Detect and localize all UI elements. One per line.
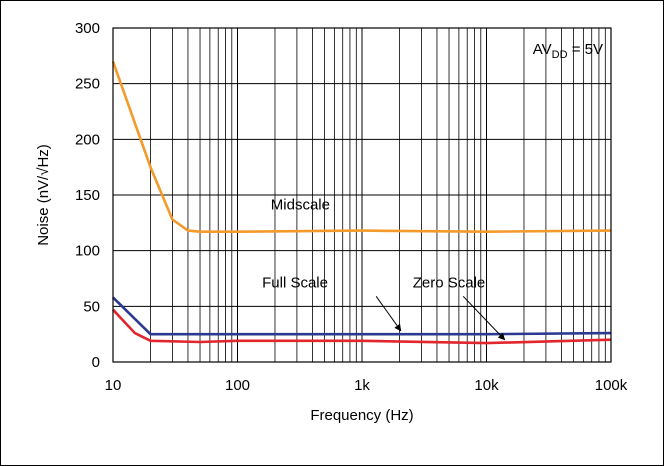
arrow-full-scale bbox=[375, 296, 402, 332]
y-tick-label: 300 bbox=[75, 20, 100, 37]
series-label-midscale: Midscale bbox=[271, 196, 330, 213]
y-tick-label: 100 bbox=[75, 243, 100, 260]
supply-annotation: AVDD = 5V bbox=[533, 41, 603, 61]
y-axis-label: Noise (nV/√Hz) bbox=[35, 144, 52, 246]
series-label-zero-scale: Zero Scale bbox=[413, 274, 486, 291]
series-line-zero-scale bbox=[112, 308, 612, 345]
annotation-subscript: DD bbox=[552, 49, 568, 61]
x-tick-label: 10k bbox=[474, 377, 499, 394]
y-tick-label: 250 bbox=[75, 76, 100, 93]
y-tick-label: 0 bbox=[92, 354, 100, 371]
series-lines bbox=[111, 60, 612, 345]
x-tick-label: 1k bbox=[354, 377, 370, 394]
y-tick-label: 150 bbox=[75, 187, 100, 204]
series-labels: Midscale Full Scale Zero Scale bbox=[262, 196, 506, 341]
x-tick-label: 100k bbox=[595, 377, 628, 394]
series-line-midscale bbox=[111, 60, 612, 233]
grid bbox=[112, 27, 611, 363]
y-tick-label: 200 bbox=[75, 131, 100, 148]
y-tick-label: 50 bbox=[83, 298, 100, 315]
annotation-base: AV bbox=[533, 41, 552, 58]
arrow-zero-scale bbox=[462, 295, 506, 341]
x-tick-label: 100 bbox=[225, 377, 250, 394]
annotation-suffix: = 5V bbox=[568, 41, 603, 58]
series-label-full-scale: Full Scale bbox=[262, 274, 328, 291]
x-axis-label: Frequency (Hz) bbox=[310, 407, 413, 424]
tick-labels: 10 100 1k 10k 100k 0 50 100 150 200 250 300 bbox=[75, 20, 628, 394]
x-tick-label: 10 bbox=[105, 377, 122, 394]
series-line-full-scale bbox=[112, 296, 612, 336]
plot-border bbox=[112, 27, 612, 363]
